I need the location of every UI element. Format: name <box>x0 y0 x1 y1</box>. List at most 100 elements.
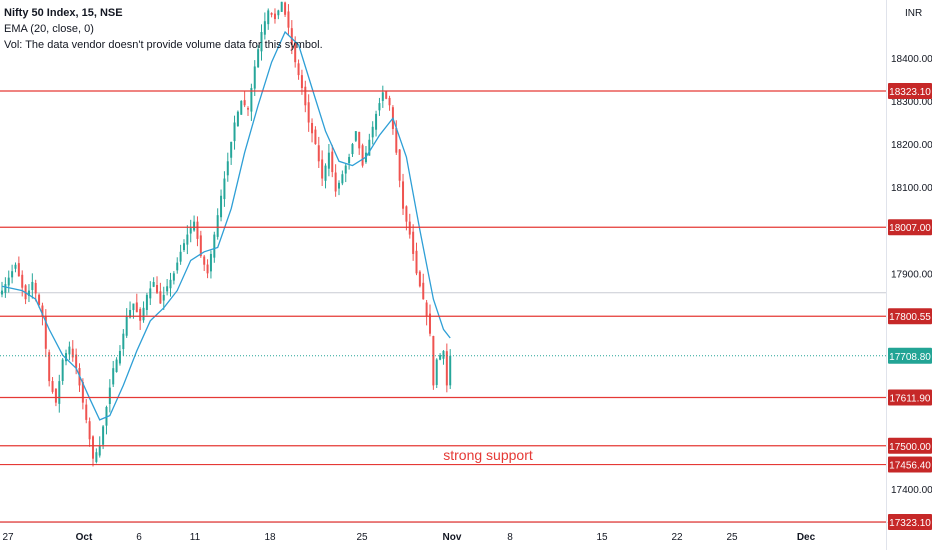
x-tick-label: 18 <box>264 532 276 543</box>
candle-body <box>317 145 320 162</box>
candle-body <box>408 221 411 235</box>
candle-body <box>435 359 438 385</box>
candle-body <box>31 281 34 290</box>
candle-body <box>159 291 162 304</box>
x-tick-label: 11 <box>190 532 201 543</box>
candle-body <box>68 346 71 355</box>
candle-body <box>193 221 196 231</box>
candle-body <box>297 63 300 76</box>
candle-body <box>250 88 253 112</box>
candle-body <box>118 350 121 364</box>
candle-body <box>361 145 364 166</box>
candle-body <box>209 253 212 272</box>
level-price-tag <box>888 456 932 473</box>
candle-body <box>331 151 334 173</box>
candle-body <box>54 388 57 403</box>
candle-body <box>34 282 37 294</box>
candle-body <box>75 354 78 369</box>
x-tick-label: 8 <box>507 532 513 543</box>
candle-body <box>51 381 54 392</box>
candle-body <box>247 108 250 110</box>
x-tick-label: 6 <box>136 532 142 543</box>
candle-body <box>351 144 354 155</box>
candle-body <box>112 368 115 385</box>
candle-body <box>381 92 384 101</box>
candle-body <box>442 350 445 359</box>
candle-body <box>88 421 91 440</box>
x-tick-label: 22 <box>671 532 683 543</box>
candle-body <box>260 31 263 52</box>
candle-body <box>176 262 179 271</box>
candle-body <box>348 156 351 164</box>
candle-body <box>21 274 24 288</box>
last-price-tag <box>888 347 932 364</box>
x-tick-label: 25 <box>726 532 738 543</box>
candle-body <box>216 215 219 237</box>
level-price-tag <box>888 514 932 530</box>
y-tick-label: 18300.00 <box>891 97 932 108</box>
candle-body <box>358 131 361 149</box>
candle-body <box>91 436 94 459</box>
candle-body <box>220 195 223 218</box>
candle-body <box>4 284 7 293</box>
candle-body <box>186 234 189 245</box>
level-price-tag <box>888 83 932 99</box>
candle-body <box>162 294 165 301</box>
candle-body <box>95 452 98 462</box>
volume-note: Vol: The data vendor doesn't provide vol… <box>4 39 323 51</box>
candle-body <box>169 279 172 289</box>
y-tick-label: 17400.00 <box>891 485 932 496</box>
candle-body <box>307 102 310 123</box>
candle-body <box>334 172 337 192</box>
y-tick-label: 18400.00 <box>891 54 932 65</box>
candle-body <box>105 406 108 426</box>
strong-support-annotation: strong support <box>443 447 533 463</box>
x-tick-label: Dec <box>797 532 816 543</box>
level-price-tag <box>888 308 932 325</box>
candle-body <box>149 288 152 299</box>
candle-body <box>445 351 448 386</box>
candle-body <box>203 256 206 265</box>
candle-body <box>48 352 51 382</box>
candle-body <box>132 303 135 311</box>
x-tick-label: Nov <box>443 532 462 543</box>
candle-body <box>14 264 17 269</box>
level-price-label: 17456.40 <box>889 461 931 472</box>
candle-body <box>172 273 175 281</box>
candle-body <box>428 313 431 334</box>
candle-body <box>371 126 374 138</box>
candle-body <box>11 271 14 278</box>
candle-body <box>311 122 314 134</box>
x-tick-label: 25 <box>356 532 368 543</box>
candle-body <box>344 165 347 174</box>
candle-body <box>257 49 260 68</box>
candle-body <box>189 228 192 234</box>
candle-body <box>142 307 145 321</box>
level-price-label: 18007.00 <box>889 223 931 234</box>
candle-body <box>206 264 209 274</box>
candle-body <box>243 100 246 106</box>
candle-body <box>267 10 270 25</box>
candle-body <box>385 91 388 99</box>
candle-body <box>449 355 452 386</box>
candle-body <box>44 316 47 349</box>
candle-body <box>321 159 324 179</box>
candle-body <box>341 174 344 184</box>
chart-legend: Nifty 50 Index, 15, NSE EMA (20, close, … <box>4 5 323 53</box>
candle-body <box>277 10 280 16</box>
ema-line <box>1 30 451 421</box>
level-price-label: 17323.10 <box>889 518 931 529</box>
candle-body <box>287 11 290 28</box>
last-price-label: 17708.80 <box>889 352 931 363</box>
candle-body <box>27 290 30 296</box>
x-tick-label: 27 <box>2 532 14 543</box>
candle-body <box>233 122 236 142</box>
candle-body <box>122 333 125 350</box>
candle-body <box>240 100 243 115</box>
plot-area[interactable] <box>0 0 886 522</box>
y-tick-label: 18200.00 <box>891 140 932 151</box>
ema-legend: EMA (20, close, 0) <box>4 23 94 35</box>
candle-body <box>300 75 303 89</box>
